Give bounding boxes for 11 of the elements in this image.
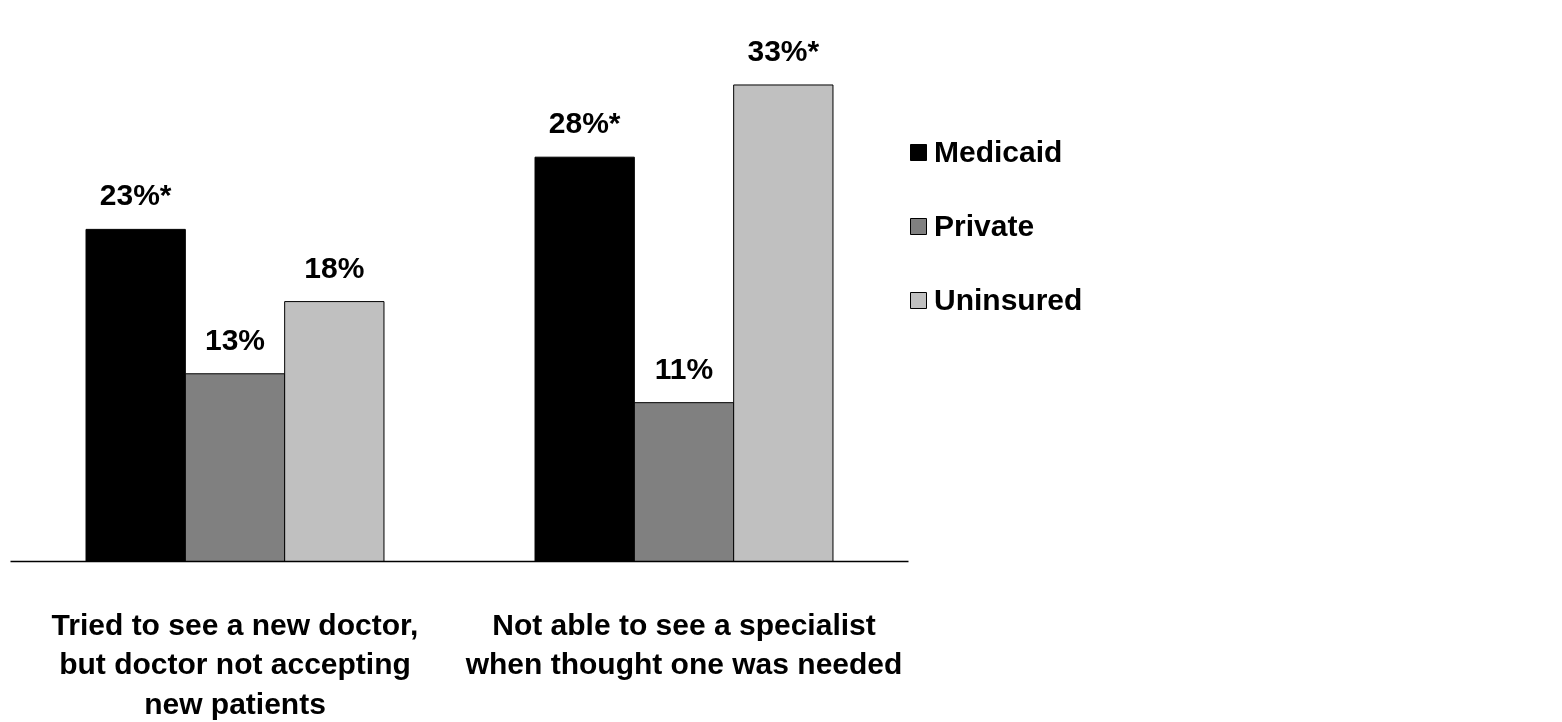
data-label: 33%* — [747, 33, 820, 67]
data-label: 28%* — [548, 106, 621, 140]
legend-label: Medicaid — [934, 135, 1063, 169]
x-tick-label: Not able to see a specialist when thought one was needed — [464, 607, 903, 681]
legend-label: Uninsured — [934, 283, 1083, 317]
data-label: 23%* — [99, 178, 172, 212]
data-label: 13% — [204, 322, 266, 356]
x-tick-label: Tried to see a new doctor, but doctor not accepting new patients — [51, 607, 419, 720]
legend-label: Private — [934, 209, 1035, 243]
data-label: 11% — [654, 351, 714, 385]
data-label: 18% — [304, 250, 365, 284]
